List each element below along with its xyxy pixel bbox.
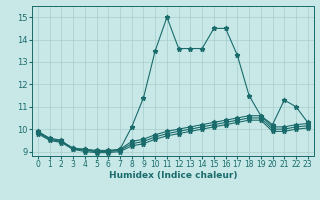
X-axis label: Humidex (Indice chaleur): Humidex (Indice chaleur) [108, 171, 237, 180]
